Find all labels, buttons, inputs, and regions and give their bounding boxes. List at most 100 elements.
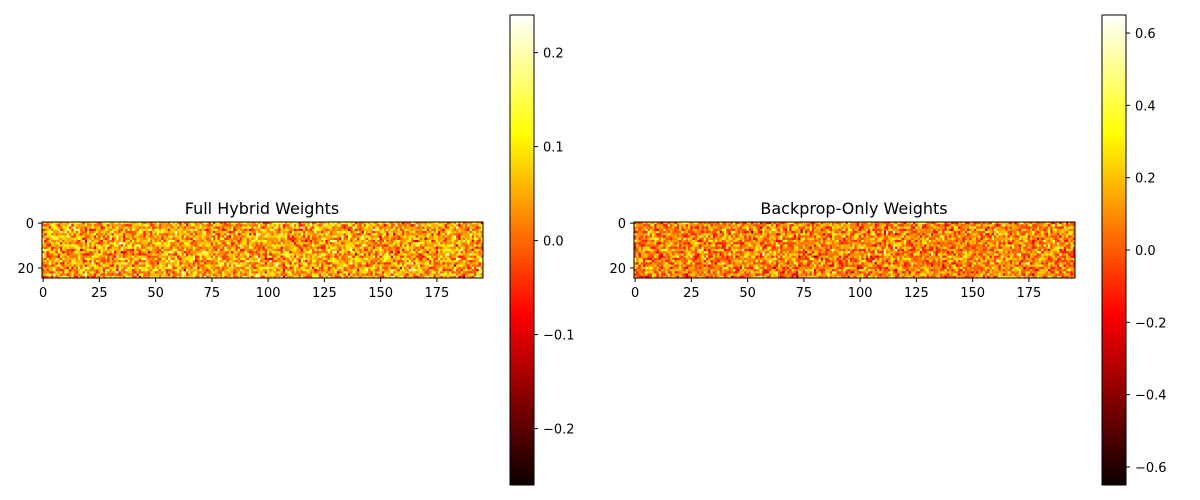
heatmap-cell bbox=[377, 262, 380, 265]
heatmap-cell bbox=[663, 222, 666, 225]
heatmap-panel-left: Full Hybrid Weights 0 25 50 75 100 125 150 175 … bbox=[17, 199, 484, 301]
heatmap-cell bbox=[136, 269, 140, 272]
heatmap-cell bbox=[348, 257, 351, 261]
heatmap-cell bbox=[273, 222, 277, 225]
heatmap-cell bbox=[208, 244, 212, 247]
heatmap-cell bbox=[372, 271, 376, 274]
heatmap-cell bbox=[246, 226, 250, 230]
heatmap-cell bbox=[420, 269, 423, 272]
heatmap-cell bbox=[91, 257, 95, 261]
heatmap-cell bbox=[368, 224, 371, 227]
heatmap-cell bbox=[233, 233, 236, 236]
heatmap-cell bbox=[208, 224, 212, 227]
heatmap-cell bbox=[111, 264, 115, 268]
heatmap-cell bbox=[314, 222, 317, 225]
heatmap-cell bbox=[181, 273, 185, 277]
heatmap-cell bbox=[469, 269, 473, 272]
heatmap-cell bbox=[156, 253, 160, 256]
heatmap-cell bbox=[186, 224, 189, 227]
heatmap-cell bbox=[48, 242, 52, 245]
heatmap-cell bbox=[476, 233, 479, 236]
heatmap-cell bbox=[78, 253, 81, 256]
heatmap-cell bbox=[251, 242, 254, 245]
heatmap-cell bbox=[269, 260, 272, 263]
heatmap-cell bbox=[294, 224, 297, 227]
heatmap-cell bbox=[462, 230, 466, 234]
heatmap-cell bbox=[75, 269, 79, 272]
heatmap-cell bbox=[249, 255, 252, 259]
heatmap-cell bbox=[262, 266, 266, 270]
heatmap-cell bbox=[186, 275, 189, 279]
heatmap-cell bbox=[350, 235, 353, 239]
heatmap-cell bbox=[170, 237, 173, 241]
heatmap-cell bbox=[442, 246, 446, 250]
heatmap-cell bbox=[476, 237, 479, 241]
heatmap-cell bbox=[318, 246, 322, 250]
heatmap-cell bbox=[267, 269, 270, 272]
heatmap-cell bbox=[303, 273, 306, 277]
heatmap-cell bbox=[66, 264, 70, 268]
heatmap-cell bbox=[60, 264, 63, 268]
heatmap-cell bbox=[413, 275, 416, 279]
heatmap-cell bbox=[240, 253, 243, 256]
heatmap-cell bbox=[282, 224, 286, 227]
heatmap-cell bbox=[197, 255, 200, 259]
heatmap-cell bbox=[449, 248, 452, 252]
heatmap-cell bbox=[384, 264, 387, 268]
heatmap-cell bbox=[271, 228, 275, 232]
heatmap-cell bbox=[93, 262, 97, 265]
heatmap-cell bbox=[98, 251, 101, 254]
heatmap-cell bbox=[336, 233, 340, 236]
heatmap-cell bbox=[480, 237, 484, 241]
heatmap-cell bbox=[406, 233, 410, 236]
heatmap-cell bbox=[237, 275, 241, 279]
colorbar-left: 0.20.10.0−0.1−0.2 bbox=[509, 14, 575, 486]
heatmap-cell bbox=[348, 242, 351, 245]
heatmap-cell bbox=[98, 228, 101, 232]
heatmap-cell bbox=[147, 260, 151, 263]
heatmap-cell bbox=[188, 269, 191, 272]
heatmap-cell bbox=[334, 273, 338, 277]
heatmap-cell bbox=[118, 226, 122, 230]
heatmap-cell bbox=[451, 251, 455, 254]
heatmap-cell bbox=[348, 271, 351, 274]
heatmap-cell bbox=[321, 271, 324, 274]
heatmap-cell bbox=[456, 237, 459, 241]
heatmap-cell bbox=[237, 255, 241, 259]
heatmap-cell bbox=[271, 275, 275, 279]
heatmap-cell bbox=[424, 271, 428, 274]
heatmap-cell bbox=[114, 262, 117, 265]
heatmap-cell bbox=[282, 257, 286, 261]
heatmap-cell bbox=[208, 233, 212, 236]
heatmap-cell bbox=[206, 255, 209, 259]
heatmap-cell bbox=[433, 262, 437, 265]
heatmap-cell bbox=[384, 228, 387, 232]
heatmap-cell bbox=[199, 233, 203, 236]
heatmap-cell bbox=[449, 233, 452, 236]
heatmap-cell bbox=[57, 222, 61, 225]
heatmap-cell bbox=[120, 255, 124, 259]
heatmap-cell bbox=[125, 266, 128, 270]
heatmap-cell bbox=[213, 275, 216, 279]
heatmap-cell bbox=[260, 266, 263, 270]
heatmap-cell bbox=[332, 257, 335, 261]
heatmap-cell bbox=[147, 228, 151, 232]
heatmap-cell bbox=[161, 226, 164, 230]
heatmap-cell bbox=[183, 260, 187, 263]
heatmap-cell bbox=[386, 237, 389, 241]
heatmap-cell bbox=[210, 222, 214, 225]
heatmap-cell bbox=[87, 242, 90, 245]
heatmap-cell bbox=[480, 233, 484, 236]
heatmap-cell bbox=[381, 260, 385, 263]
heatmap-cell bbox=[170, 264, 173, 268]
heatmap-cell bbox=[91, 246, 95, 250]
heatmap-cell bbox=[183, 237, 187, 241]
heatmap-cell bbox=[267, 237, 270, 241]
heatmap-cell bbox=[309, 230, 313, 234]
heatmap-cell bbox=[165, 264, 169, 268]
heatmap-cell bbox=[132, 248, 135, 252]
heatmap-cell bbox=[352, 222, 356, 225]
heatmap-cell bbox=[316, 246, 320, 250]
heatmap-cell bbox=[377, 251, 380, 254]
heatmap-cell bbox=[53, 269, 56, 272]
